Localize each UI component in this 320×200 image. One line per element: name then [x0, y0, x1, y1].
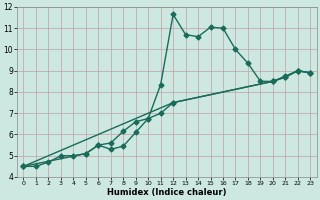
X-axis label: Humidex (Indice chaleur): Humidex (Indice chaleur)	[107, 188, 227, 197]
